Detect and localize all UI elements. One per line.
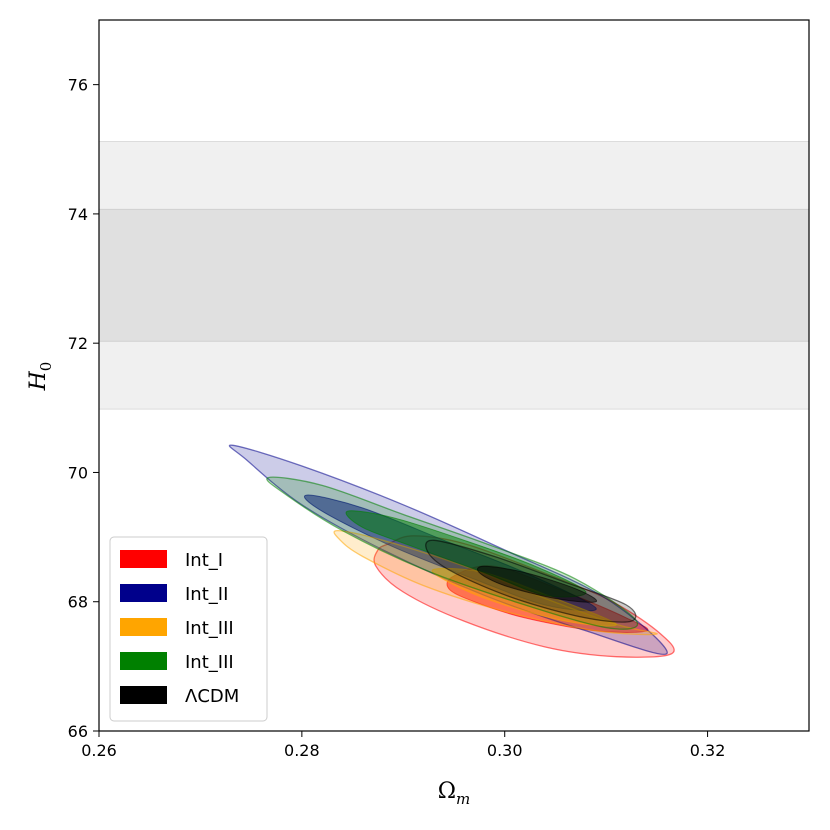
legend-item: ΛCDM <box>120 686 239 707</box>
legend-label: Int_II <box>185 584 228 605</box>
legend-label: Int_I <box>185 550 223 571</box>
x-tick-label: 0.28 <box>284 741 320 760</box>
legend-swatch <box>120 652 167 670</box>
legend-swatch <box>120 550 167 568</box>
legend-swatch <box>120 686 167 704</box>
legend: Int_I Int_II Int_III Int_III ΛCDM <box>109 536 268 722</box>
x-tick-label: 0.32 <box>690 741 726 760</box>
legend-item: Int_II <box>120 584 228 605</box>
y-tick-label: 68 <box>68 593 88 612</box>
x-tick-label: 0.26 <box>81 741 117 760</box>
legend-swatch <box>120 584 167 602</box>
legend-swatch <box>120 618 167 636</box>
legend-item: Int_III <box>120 652 234 673</box>
legend-box <box>109 536 268 722</box>
y-tick-label: 72 <box>68 334 88 353</box>
contour-inner-4 <box>476 565 598 603</box>
legend-label: Int_III <box>185 652 234 673</box>
legend-item: Int_I <box>120 550 223 571</box>
contour-layer <box>228 444 675 658</box>
y-axis-label: H0 <box>26 362 55 392</box>
axis-ticks: 0.26 0.28 0.30 0.32 66 68 70 72 74 76 <box>68 76 726 760</box>
legend-label: ΛCDM <box>185 686 239 707</box>
legend-label: Int_III <box>185 618 234 639</box>
reference-band <box>98 141 810 410</box>
x-tick-label: 0.30 <box>487 741 523 760</box>
y-tick-label: 76 <box>68 76 88 95</box>
legend-item: Int_III <box>120 618 234 639</box>
y-tick-label: 66 <box>68 722 88 741</box>
y-tick-label: 70 <box>68 463 88 482</box>
plot-frame <box>98 19 810 732</box>
y-tick-label: 74 <box>68 205 88 224</box>
reference-band-inner <box>98 208 810 342</box>
x-axis-label: Ωm <box>438 779 470 808</box>
contour-series-4 <box>425 539 637 623</box>
